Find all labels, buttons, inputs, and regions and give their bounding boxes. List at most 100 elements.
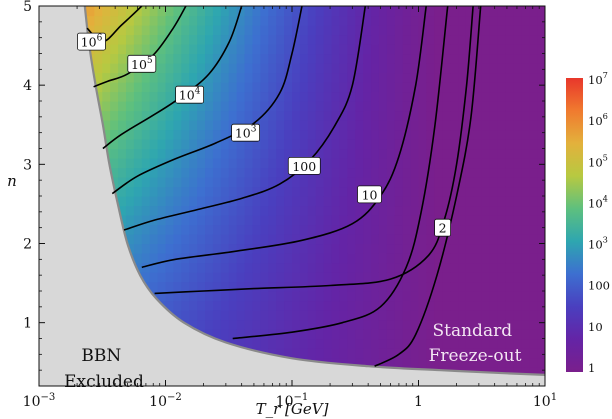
heatmap-cell — [418, 262, 428, 273]
heatmap-cell — [252, 101, 261, 112]
heatmap-cell — [347, 291, 356, 302]
heatmap-cell — [386, 310, 396, 321]
heatmap-cell — [505, 367, 514, 378]
heatmap-cell — [307, 186, 317, 197]
heatmap-cell — [205, 167, 214, 178]
heatmap-cell — [220, 186, 230, 197]
heatmap-cell — [450, 34, 459, 45]
heatmap-cell — [260, 158, 269, 169]
heatmap-cell — [378, 101, 388, 112]
heatmap-cell — [284, 329, 293, 340]
heatmap-cell — [173, 205, 182, 216]
heatmap-cell — [497, 139, 507, 150]
heatmap-cell — [292, 63, 301, 74]
heatmap-cell — [205, 15, 214, 26]
heatmap-cell — [394, 329, 404, 340]
heatmap-cell — [473, 291, 483, 302]
heatmap-cell — [292, 25, 301, 36]
heatmap-cell — [118, 82, 127, 93]
heatmap-cell — [244, 196, 254, 207]
heatmap-cell — [442, 186, 451, 197]
heatmap-cell — [189, 15, 198, 26]
heatmap-cell — [489, 205, 499, 216]
heatmap-cell — [205, 72, 214, 83]
heatmap-cell — [434, 139, 443, 150]
heatmap-cell — [465, 91, 475, 102]
heatmap-cell — [402, 82, 412, 93]
contour-label-text: 10 — [362, 187, 378, 202]
heatmap-cell — [252, 215, 261, 226]
heatmap-cell — [347, 224, 356, 235]
heatmap-cell — [173, 110, 182, 121]
heatmap-cell — [339, 196, 348, 207]
label-base: 1 — [588, 361, 595, 375]
heatmap-cell — [260, 291, 269, 302]
heatmap-cell — [181, 291, 190, 302]
heatmap-cell — [315, 53, 325, 64]
heatmap-cell — [102, 63, 111, 74]
heatmap-cell — [489, 15, 499, 26]
heatmap-cell — [189, 72, 198, 83]
heatmap-cell — [323, 148, 333, 159]
heatmap-cell — [125, 101, 135, 112]
heatmap-cell — [181, 205, 190, 216]
heatmap-cell — [505, 120, 514, 131]
heatmap-cell — [465, 234, 475, 245]
heatmap-cell — [355, 6, 364, 17]
heatmap-cell — [165, 139, 175, 150]
heatmap-cell — [426, 34, 435, 45]
heatmap-cell — [513, 291, 522, 302]
heatmap-cell — [157, 72, 167, 83]
heatmap-cell — [149, 129, 159, 140]
heatmap-cell — [244, 253, 254, 264]
heatmap-cell — [347, 234, 356, 245]
heatmap-cell — [141, 224, 151, 235]
heatmap-cell — [189, 196, 198, 207]
heatmap-cell — [394, 215, 404, 226]
heatmap-cell — [465, 215, 475, 226]
heatmap-cell — [125, 148, 135, 159]
heatmap-cell — [473, 253, 483, 264]
heatmap-cell — [505, 319, 514, 330]
heatmap-cell — [394, 44, 404, 55]
heatmap-cell — [173, 300, 182, 311]
heatmap-cell — [410, 205, 420, 216]
heatmap-cell — [228, 34, 238, 45]
heatmap-cell — [513, 110, 522, 121]
heatmap-cell — [220, 53, 230, 64]
heatmap-cell — [157, 186, 167, 197]
heatmap-cell — [284, 15, 293, 26]
heatmap-cell — [331, 310, 341, 321]
heatmap-cell — [212, 272, 222, 283]
heatmap-cell — [418, 300, 428, 311]
heatmap-cell — [497, 224, 507, 235]
heatmap-cell — [173, 272, 182, 283]
heatmap-cell — [513, 177, 522, 188]
heatmap-cell — [299, 272, 309, 283]
heatmap-cell — [489, 329, 499, 340]
heatmap-cell — [323, 272, 333, 283]
heatmap-cell — [347, 281, 356, 292]
heatmap-cell — [236, 272, 246, 283]
heatmap-cell — [276, 310, 285, 321]
heatmap-cell — [157, 215, 167, 226]
heatmap-cell — [426, 224, 435, 235]
heatmap-cell — [473, 310, 483, 321]
heatmap-cell — [458, 291, 467, 302]
heatmap-cell — [529, 234, 538, 245]
heatmap-cell — [434, 53, 443, 64]
label-base: 10 — [179, 88, 195, 103]
heatmap-cell — [220, 310, 230, 321]
heatmap-cell — [426, 120, 435, 131]
heatmap-cell — [458, 129, 467, 140]
heatmap-cell — [450, 262, 459, 273]
heatmap-cell — [276, 101, 285, 112]
heatmap-cell — [442, 110, 451, 121]
heatmap-cell — [371, 272, 380, 283]
heatmap-cell — [284, 243, 293, 254]
heatmap-cell — [315, 148, 325, 159]
heatmap-cell — [165, 110, 175, 121]
heatmap-cell — [331, 15, 341, 26]
heatmap-cell — [355, 243, 364, 254]
